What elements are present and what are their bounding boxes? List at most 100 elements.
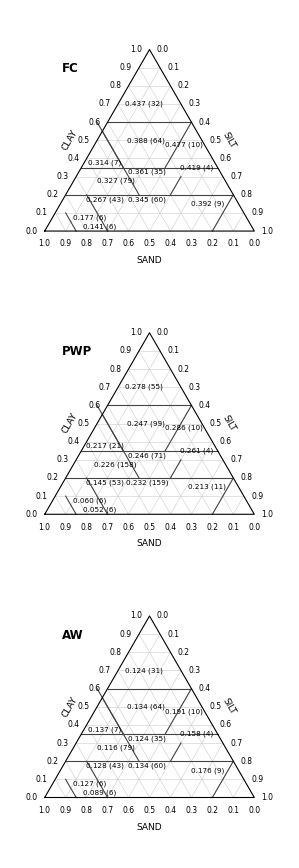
Text: 0.3: 0.3: [57, 456, 69, 464]
Text: 0.5: 0.5: [209, 702, 221, 711]
Text: 0.6: 0.6: [88, 401, 100, 410]
Text: 0.1: 0.1: [36, 208, 48, 217]
Text: 0.327 (79): 0.327 (79): [97, 178, 134, 184]
Text: 0.7: 0.7: [230, 456, 242, 464]
Text: 0.286 (10): 0.286 (10): [165, 424, 202, 431]
Text: 0.9: 0.9: [60, 523, 72, 532]
Text: 0.124 (35): 0.124 (35): [128, 735, 166, 742]
Text: 1.0: 1.0: [39, 806, 51, 815]
Text: SAND: SAND: [137, 539, 162, 549]
Text: 0.089 (6): 0.089 (6): [83, 790, 116, 796]
Text: 0.232 (159): 0.232 (159): [126, 479, 168, 486]
Text: 0.6: 0.6: [220, 154, 232, 163]
Text: 0.7: 0.7: [230, 739, 242, 747]
Text: 1.0: 1.0: [39, 240, 51, 248]
Text: 0.2: 0.2: [178, 648, 190, 657]
Text: 0.060 (6): 0.060 (6): [73, 497, 106, 504]
Text: 0.0: 0.0: [248, 240, 260, 248]
Text: 0.3: 0.3: [185, 240, 197, 248]
Text: CLAY: CLAY: [60, 128, 79, 152]
Text: 0.4: 0.4: [67, 720, 79, 729]
Text: SILT: SILT: [221, 130, 237, 150]
Text: 0.2: 0.2: [206, 240, 218, 248]
Text: 0.0: 0.0: [157, 328, 169, 338]
Text: SILT: SILT: [221, 414, 237, 433]
Text: 0.6: 0.6: [220, 720, 232, 729]
Text: 0.0: 0.0: [25, 793, 37, 802]
Text: 0.127 (6): 0.127 (6): [73, 780, 106, 787]
Text: 1.0: 1.0: [130, 45, 142, 54]
Text: 0.2: 0.2: [46, 757, 58, 766]
Text: 0.3: 0.3: [185, 523, 197, 532]
Text: 0.5: 0.5: [78, 135, 90, 145]
Text: 0.1: 0.1: [167, 346, 179, 355]
Text: 0.1: 0.1: [36, 491, 48, 501]
Text: 0.3: 0.3: [57, 172, 69, 181]
Text: 0.7: 0.7: [99, 666, 111, 675]
Text: 0.2: 0.2: [206, 523, 218, 532]
Text: 0.052 (6): 0.052 (6): [83, 507, 116, 513]
Text: 0.6: 0.6: [88, 684, 100, 693]
Text: 0.267 (43): 0.267 (43): [86, 196, 124, 202]
Text: 0.9: 0.9: [60, 806, 72, 815]
Text: 0.8: 0.8: [81, 806, 93, 815]
Text: 0.1: 0.1: [227, 523, 239, 532]
Text: 0.137 (7): 0.137 (7): [88, 727, 122, 733]
Text: 0.134 (64): 0.134 (64): [127, 703, 165, 710]
Text: 0.8: 0.8: [109, 365, 121, 373]
Text: 1.0: 1.0: [130, 611, 142, 621]
Text: 0.3: 0.3: [185, 806, 197, 815]
Text: 0.2: 0.2: [206, 806, 218, 815]
Text: 0.191 (10): 0.191 (10): [165, 708, 202, 714]
Text: 0.6: 0.6: [88, 118, 100, 127]
Text: 0.4: 0.4: [164, 806, 176, 815]
Text: 0.0: 0.0: [157, 611, 169, 621]
Text: 0.1: 0.1: [36, 775, 48, 784]
Text: 0.477 (10): 0.477 (10): [165, 141, 202, 148]
Text: 0.217 (21): 0.217 (21): [86, 443, 124, 450]
Text: CLAY: CLAY: [60, 695, 79, 719]
Text: 0.3: 0.3: [188, 383, 200, 391]
Text: 0.8: 0.8: [241, 473, 253, 483]
Text: 0.5: 0.5: [78, 702, 90, 711]
Text: 0.3: 0.3: [188, 666, 200, 675]
Text: AW: AW: [62, 628, 83, 641]
Text: 0.226 (158): 0.226 (158): [94, 461, 137, 468]
Text: 0.2: 0.2: [46, 473, 58, 483]
Text: 0.2: 0.2: [178, 365, 190, 373]
Text: 0.1: 0.1: [167, 63, 179, 72]
Text: 0.9: 0.9: [60, 240, 72, 248]
Text: 0.176 (9): 0.176 (9): [190, 767, 224, 773]
Text: 0.8: 0.8: [109, 648, 121, 657]
Text: 0.3: 0.3: [57, 739, 69, 747]
Text: SILT: SILT: [221, 697, 237, 717]
Text: 0.5: 0.5: [144, 240, 155, 248]
Text: 0.1: 0.1: [227, 806, 239, 815]
Text: SAND: SAND: [137, 256, 162, 266]
Text: 0.5: 0.5: [144, 523, 155, 532]
Text: 0.314 (7): 0.314 (7): [88, 160, 122, 167]
Text: 0.116 (79): 0.116 (79): [97, 745, 134, 751]
Text: 0.6: 0.6: [123, 806, 135, 815]
Text: 0.4: 0.4: [164, 523, 176, 532]
Text: 0.4: 0.4: [67, 154, 79, 163]
Text: 0.7: 0.7: [230, 172, 242, 181]
Text: 0.261 (4): 0.261 (4): [180, 448, 213, 454]
Text: 0.419 (4): 0.419 (4): [180, 164, 213, 171]
Text: CLAY: CLAY: [60, 411, 79, 436]
Text: 0.9: 0.9: [251, 491, 263, 501]
Text: 0.247 (99): 0.247 (99): [127, 420, 165, 427]
Text: 0.0: 0.0: [248, 806, 260, 815]
Text: 0.9: 0.9: [120, 63, 132, 72]
Text: FC: FC: [62, 62, 78, 76]
Text: 0.4: 0.4: [199, 401, 211, 410]
Text: 0.6: 0.6: [123, 240, 135, 248]
Text: 0.124 (31): 0.124 (31): [125, 667, 163, 674]
Text: 0.388 (64): 0.388 (64): [127, 137, 165, 143]
Text: 0.7: 0.7: [99, 383, 111, 391]
Text: 0.9: 0.9: [120, 629, 132, 639]
Text: 0.0: 0.0: [248, 523, 260, 532]
Text: 0.4: 0.4: [67, 437, 79, 446]
Text: 0.7: 0.7: [102, 523, 114, 532]
Text: 0.392 (9): 0.392 (9): [190, 201, 224, 207]
